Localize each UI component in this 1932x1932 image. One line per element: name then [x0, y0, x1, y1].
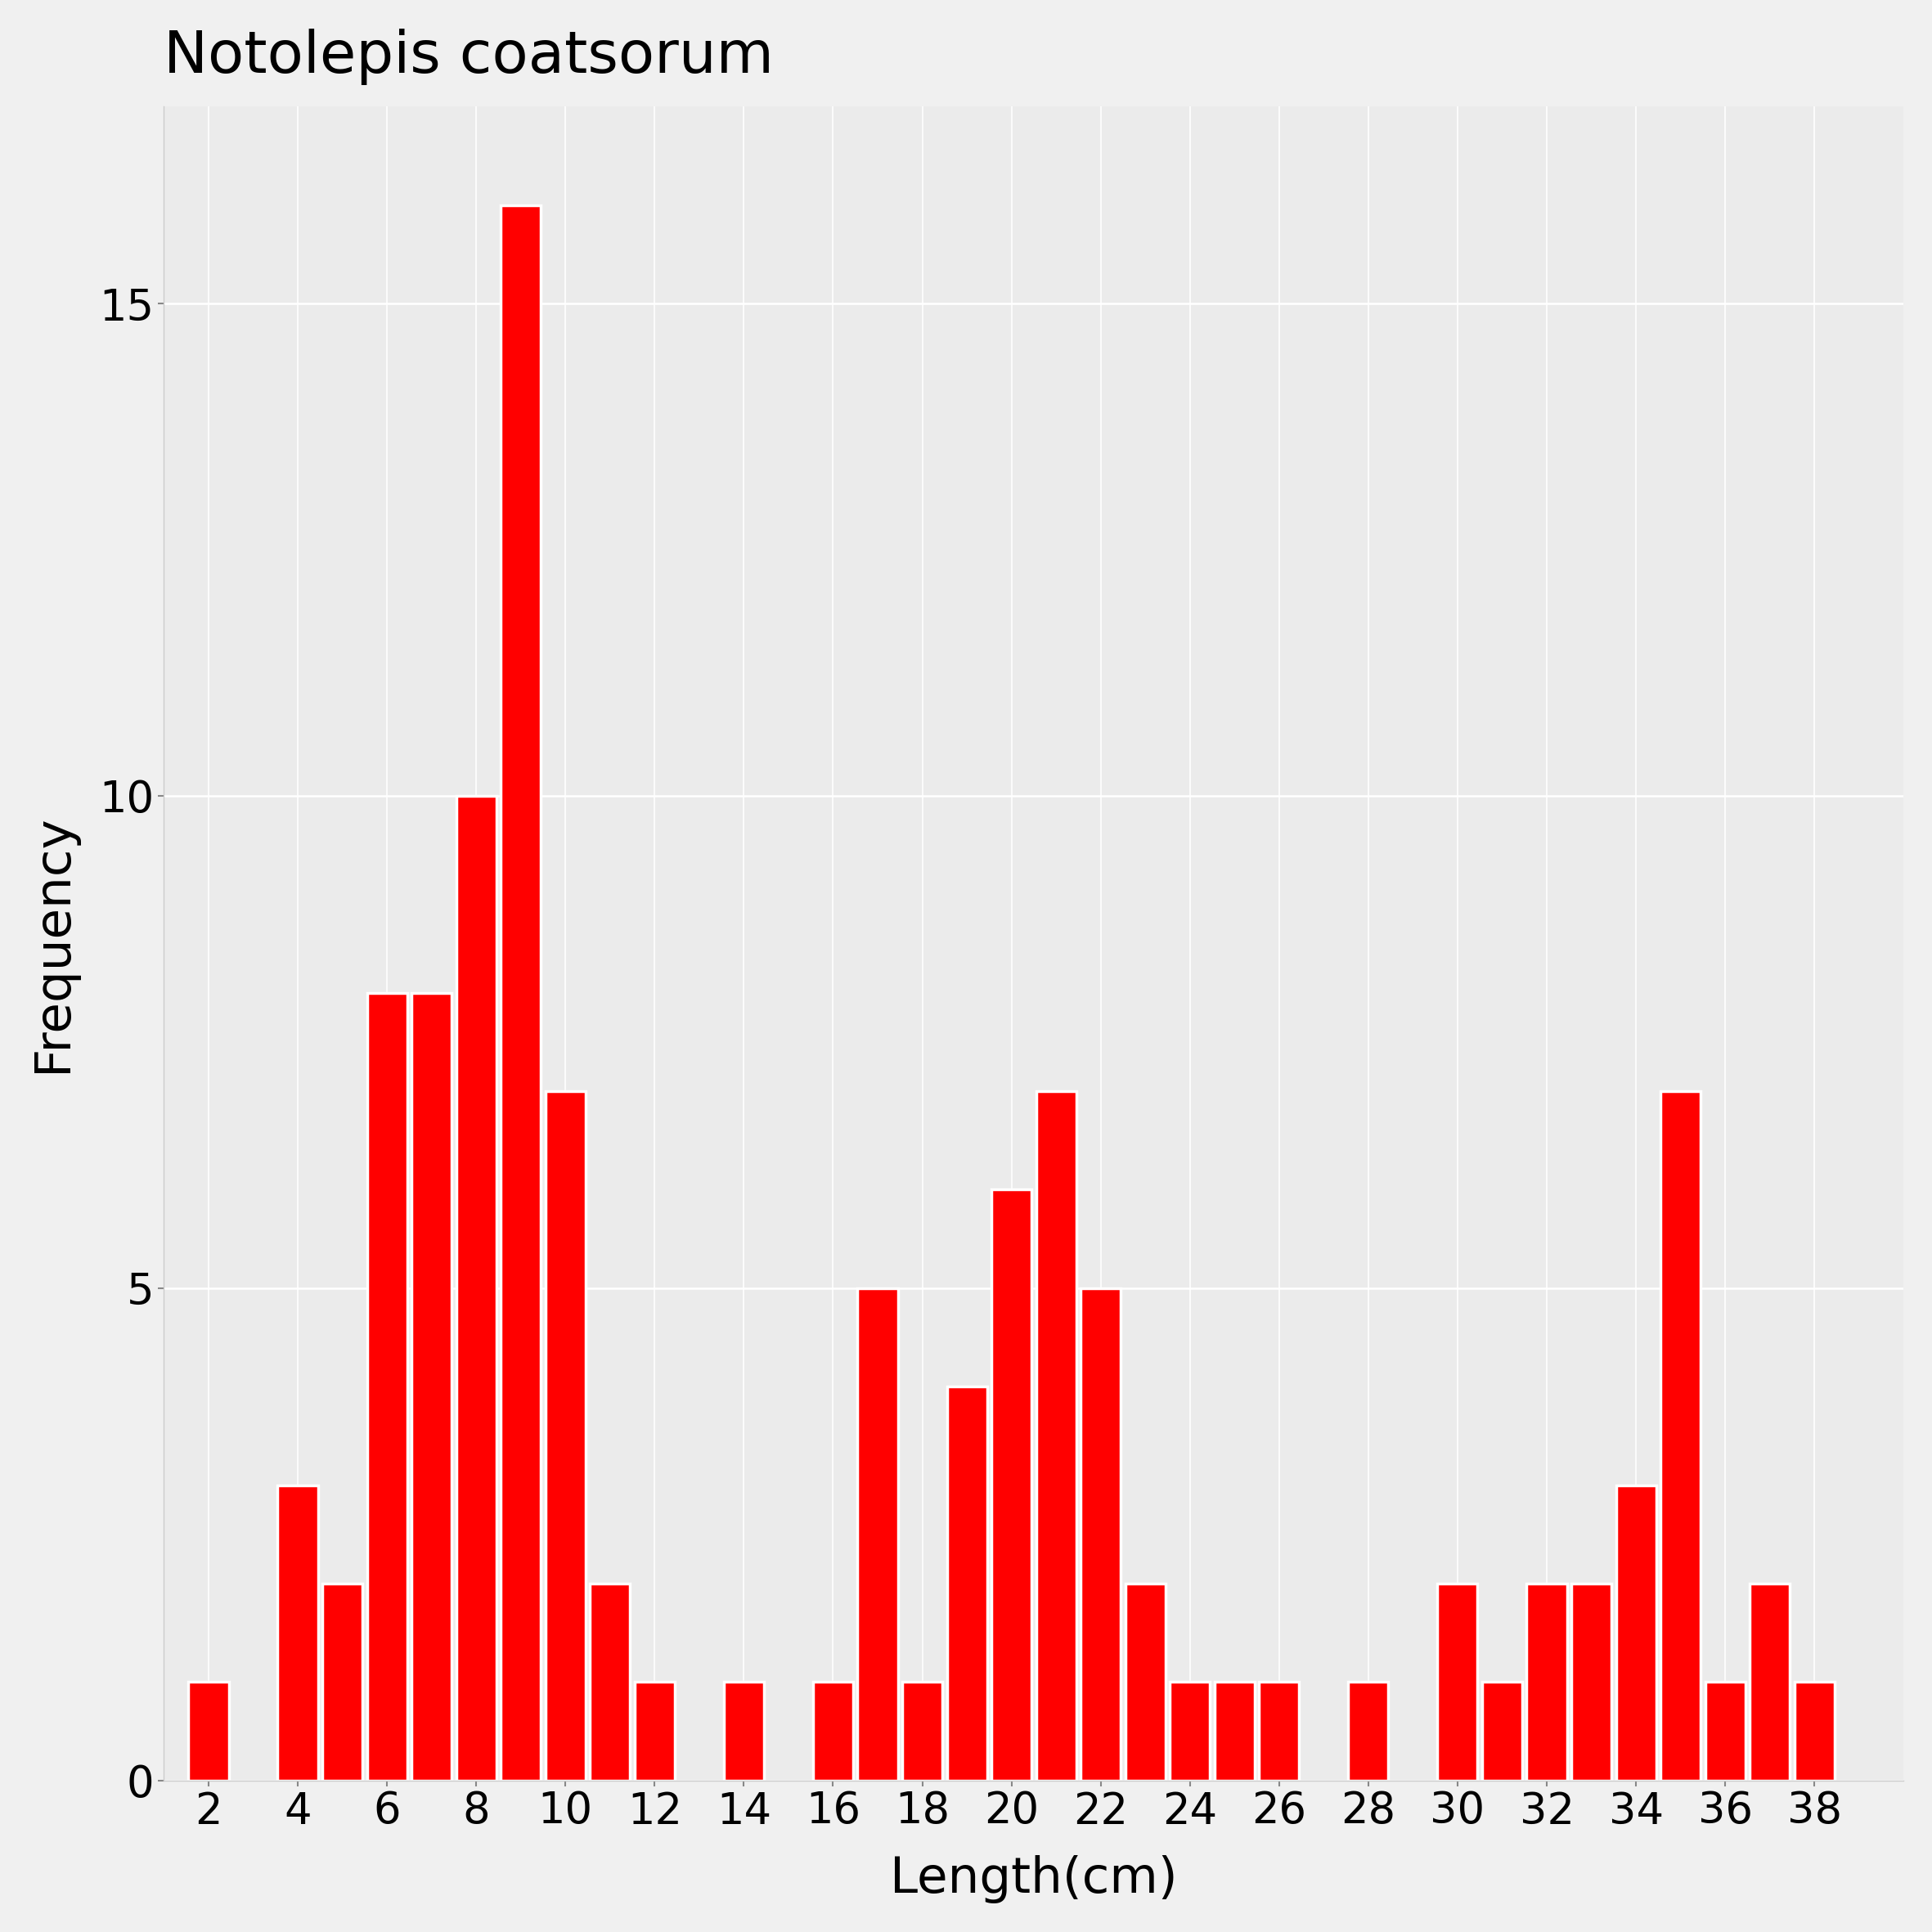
Bar [1260, 1683, 1298, 1781]
Bar [1169, 1683, 1209, 1781]
Bar [456, 796, 497, 1781]
Bar [858, 1289, 898, 1781]
Bar [1437, 1584, 1478, 1781]
Bar [323, 1584, 363, 1781]
Bar [1482, 1683, 1522, 1781]
Bar [1660, 1092, 1700, 1781]
Bar [634, 1683, 674, 1781]
Bar [545, 1092, 585, 1781]
Bar [1080, 1289, 1121, 1781]
Bar [1750, 1584, 1789, 1781]
Bar [724, 1683, 763, 1781]
Bar [1795, 1683, 1835, 1781]
Bar [1124, 1584, 1165, 1781]
Bar [813, 1683, 854, 1781]
Text: Notolepis coatsorum: Notolepis coatsorum [164, 29, 775, 85]
Bar [189, 1683, 228, 1781]
Bar [902, 1683, 943, 1781]
Bar [1349, 1683, 1389, 1781]
Bar [1615, 1486, 1656, 1781]
Bar [589, 1584, 630, 1781]
Bar [278, 1486, 319, 1781]
Bar [1526, 1584, 1567, 1781]
Bar [412, 993, 452, 1781]
Bar [367, 993, 408, 1781]
Bar [947, 1387, 987, 1781]
Bar [500, 205, 541, 1781]
Bar [1036, 1092, 1076, 1781]
Bar [1215, 1683, 1254, 1781]
Bar [991, 1190, 1032, 1781]
Y-axis label: Frequency: Frequency [29, 815, 77, 1072]
Bar [1706, 1683, 1745, 1781]
X-axis label: Length(cm): Length(cm) [891, 1855, 1179, 1903]
Bar [1571, 1584, 1611, 1781]
